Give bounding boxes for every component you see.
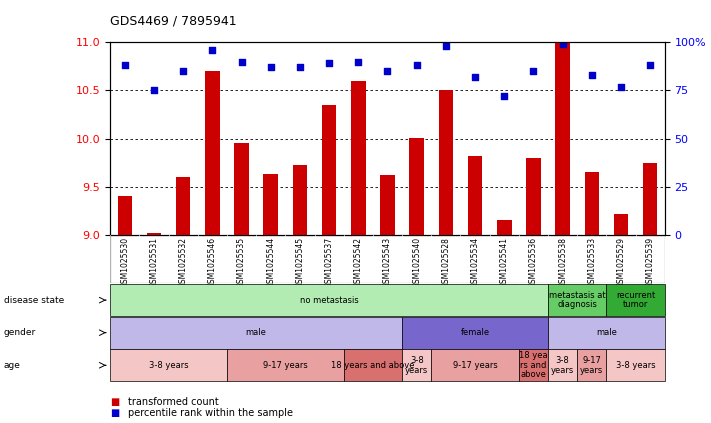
Bar xyxy=(234,143,249,235)
Text: GSM1025529: GSM1025529 xyxy=(616,237,626,288)
Text: GSM1025544: GSM1025544 xyxy=(266,237,275,288)
Text: GSM1025534: GSM1025534 xyxy=(471,237,479,288)
Point xyxy=(411,62,422,69)
Bar xyxy=(439,91,453,235)
Text: GSM1025542: GSM1025542 xyxy=(354,237,363,288)
Point xyxy=(207,47,218,53)
Bar xyxy=(117,196,132,235)
Point xyxy=(149,87,160,94)
Point xyxy=(615,83,626,90)
Bar xyxy=(205,71,220,235)
Bar xyxy=(468,156,482,235)
Point xyxy=(265,64,277,71)
Text: GSM1025545: GSM1025545 xyxy=(296,237,304,288)
Text: GSM1025539: GSM1025539 xyxy=(646,237,655,288)
Bar xyxy=(643,162,658,235)
Bar xyxy=(497,220,511,235)
Text: no metastasis: no metastasis xyxy=(300,296,358,305)
Text: ■: ■ xyxy=(110,408,119,418)
Text: transformed count: transformed count xyxy=(128,397,219,407)
Text: GSM1025536: GSM1025536 xyxy=(529,237,538,288)
Bar xyxy=(614,214,629,235)
Text: male: male xyxy=(596,328,617,337)
Bar xyxy=(526,158,541,235)
Text: age: age xyxy=(4,361,21,370)
Text: GSM1025532: GSM1025532 xyxy=(178,237,188,288)
Text: 9-17
years: 9-17 years xyxy=(580,356,604,375)
Bar xyxy=(584,172,599,235)
Bar xyxy=(380,175,395,235)
Point xyxy=(236,58,247,65)
Text: metastasis at
diagnosis: metastasis at diagnosis xyxy=(549,291,606,310)
Point xyxy=(294,64,306,71)
Text: GSM1025535: GSM1025535 xyxy=(237,237,246,288)
Bar xyxy=(264,174,278,235)
Text: 3-8 years: 3-8 years xyxy=(616,361,656,370)
Point xyxy=(586,71,597,78)
Point xyxy=(557,41,568,48)
Point xyxy=(469,74,481,80)
Text: GSM1025530: GSM1025530 xyxy=(120,237,129,288)
Text: GSM1025541: GSM1025541 xyxy=(500,237,509,288)
Bar xyxy=(110,235,665,283)
Text: gender: gender xyxy=(4,328,36,337)
Point xyxy=(324,60,335,67)
Text: 9-17 years: 9-17 years xyxy=(453,361,498,370)
Text: recurrent
tumor: recurrent tumor xyxy=(616,291,656,310)
Text: GDS4469 / 7895941: GDS4469 / 7895941 xyxy=(110,15,237,28)
Text: male: male xyxy=(246,328,267,337)
Text: female: female xyxy=(461,328,490,337)
Text: disease state: disease state xyxy=(4,296,64,305)
Text: GSM1025537: GSM1025537 xyxy=(325,237,333,288)
Text: GSM1025531: GSM1025531 xyxy=(149,237,159,288)
Text: 3-8
years: 3-8 years xyxy=(551,356,574,375)
Text: GSM1025528: GSM1025528 xyxy=(442,237,450,288)
Bar xyxy=(351,81,365,235)
Text: 9-17 years: 9-17 years xyxy=(263,361,308,370)
Point xyxy=(353,58,364,65)
Text: 18 yea
rs and
above: 18 yea rs and above xyxy=(519,351,547,379)
Point xyxy=(440,43,451,49)
Bar xyxy=(555,42,570,235)
Point xyxy=(528,68,539,74)
Bar xyxy=(410,137,424,235)
Text: GSM1025540: GSM1025540 xyxy=(412,237,421,288)
Point xyxy=(119,62,131,69)
Bar xyxy=(322,105,336,235)
Point xyxy=(382,68,393,74)
Text: GSM1025543: GSM1025543 xyxy=(383,237,392,288)
Bar xyxy=(293,165,307,235)
Text: GSM1025546: GSM1025546 xyxy=(208,237,217,288)
Text: percentile rank within the sample: percentile rank within the sample xyxy=(128,408,293,418)
Bar xyxy=(146,233,161,235)
Text: GSM1025538: GSM1025538 xyxy=(558,237,567,288)
Point xyxy=(644,62,656,69)
Text: 3-8 years: 3-8 years xyxy=(149,361,188,370)
Point xyxy=(178,68,189,74)
Text: ■: ■ xyxy=(110,397,119,407)
Text: 3-8
years: 3-8 years xyxy=(405,356,428,375)
Text: 18 years and above: 18 years and above xyxy=(331,361,415,370)
Bar xyxy=(176,177,191,235)
Text: GSM1025533: GSM1025533 xyxy=(587,237,597,288)
Point xyxy=(498,93,510,99)
